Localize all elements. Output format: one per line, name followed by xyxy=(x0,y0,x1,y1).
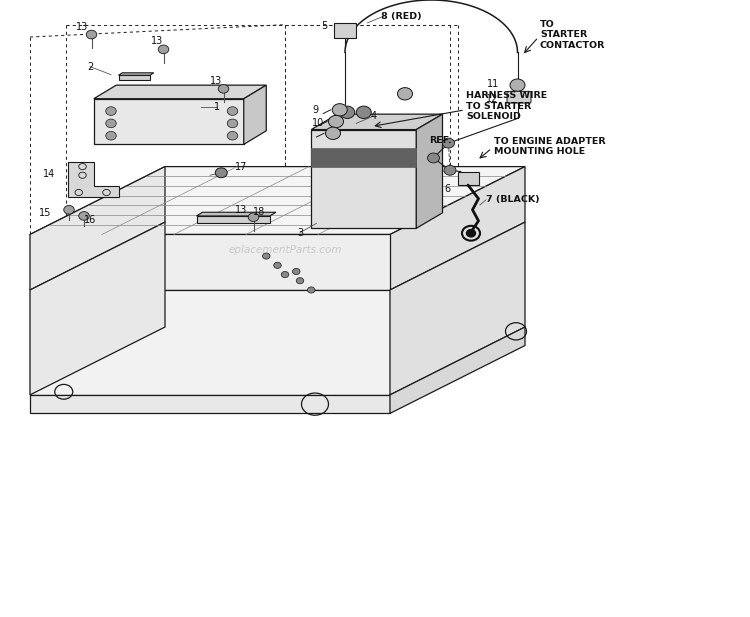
Text: 13: 13 xyxy=(152,36,164,46)
Text: 13: 13 xyxy=(236,205,248,215)
Text: eplacementParts.com: eplacementParts.com xyxy=(228,245,342,255)
Polygon shape xyxy=(30,167,165,290)
Polygon shape xyxy=(118,73,154,75)
Text: 1: 1 xyxy=(214,102,220,112)
Polygon shape xyxy=(30,234,390,290)
Circle shape xyxy=(281,271,289,278)
Polygon shape xyxy=(30,167,525,234)
Circle shape xyxy=(442,138,454,148)
Circle shape xyxy=(332,104,347,116)
Circle shape xyxy=(106,107,116,115)
Circle shape xyxy=(79,212,89,220)
Circle shape xyxy=(64,205,74,214)
Text: 6: 6 xyxy=(444,184,450,194)
Polygon shape xyxy=(311,130,416,228)
Text: 2: 2 xyxy=(87,62,93,72)
Text: 15: 15 xyxy=(39,209,51,218)
Polygon shape xyxy=(94,99,244,144)
Text: 5: 5 xyxy=(321,21,327,31)
Circle shape xyxy=(215,168,227,178)
Text: 7 (BLACK): 7 (BLACK) xyxy=(486,196,540,204)
Text: TO
STARTER
CONTACTOR: TO STARTER CONTACTOR xyxy=(540,20,605,49)
Circle shape xyxy=(510,79,525,91)
Polygon shape xyxy=(416,114,442,228)
Polygon shape xyxy=(68,162,118,197)
FancyBboxPatch shape xyxy=(507,91,531,103)
Polygon shape xyxy=(390,167,525,290)
Circle shape xyxy=(398,88,412,100)
Circle shape xyxy=(340,106,355,118)
Text: 18: 18 xyxy=(254,207,266,217)
Polygon shape xyxy=(390,222,525,395)
Circle shape xyxy=(227,131,238,140)
Circle shape xyxy=(292,268,300,275)
Circle shape xyxy=(227,119,238,128)
Text: REF.: REF. xyxy=(429,136,451,145)
Circle shape xyxy=(262,253,270,259)
Polygon shape xyxy=(94,85,266,99)
Polygon shape xyxy=(311,148,416,167)
Text: 11: 11 xyxy=(488,79,500,89)
Polygon shape xyxy=(196,212,276,216)
Text: 17: 17 xyxy=(236,162,248,172)
Polygon shape xyxy=(118,75,150,80)
Polygon shape xyxy=(311,114,442,130)
Text: 4: 4 xyxy=(370,111,376,121)
Circle shape xyxy=(466,230,476,237)
Circle shape xyxy=(106,119,116,128)
Circle shape xyxy=(427,153,439,163)
Polygon shape xyxy=(30,395,390,413)
Circle shape xyxy=(444,165,456,175)
Polygon shape xyxy=(30,290,390,395)
Polygon shape xyxy=(390,327,525,413)
Text: 9: 9 xyxy=(312,105,318,115)
Text: 14: 14 xyxy=(44,169,55,179)
Circle shape xyxy=(248,213,259,222)
Circle shape xyxy=(328,115,344,128)
Polygon shape xyxy=(196,216,270,223)
Circle shape xyxy=(106,131,116,140)
Circle shape xyxy=(227,107,238,115)
Text: 16: 16 xyxy=(84,215,96,225)
Circle shape xyxy=(296,278,304,284)
Circle shape xyxy=(274,262,281,268)
Circle shape xyxy=(86,30,97,39)
FancyBboxPatch shape xyxy=(458,172,478,185)
Circle shape xyxy=(356,106,371,118)
Text: 12: 12 xyxy=(486,94,498,104)
Circle shape xyxy=(218,85,229,93)
Text: HARNESS WIRE
TO STARTER
SOLENOID: HARNESS WIRE TO STARTER SOLENOID xyxy=(466,91,548,121)
Circle shape xyxy=(326,127,340,139)
Circle shape xyxy=(158,45,169,54)
Text: 10: 10 xyxy=(312,118,324,128)
Polygon shape xyxy=(30,222,165,395)
Polygon shape xyxy=(244,85,266,144)
FancyBboxPatch shape xyxy=(334,23,356,38)
Text: 8 (RED): 8 (RED) xyxy=(381,12,422,20)
Text: 3: 3 xyxy=(297,228,303,238)
Text: 13: 13 xyxy=(76,22,88,32)
Text: 13: 13 xyxy=(210,77,222,86)
Text: TO ENGINE ADAPTER
MOUNTING HOLE: TO ENGINE ADAPTER MOUNTING HOLE xyxy=(494,137,605,156)
Circle shape xyxy=(308,287,315,293)
